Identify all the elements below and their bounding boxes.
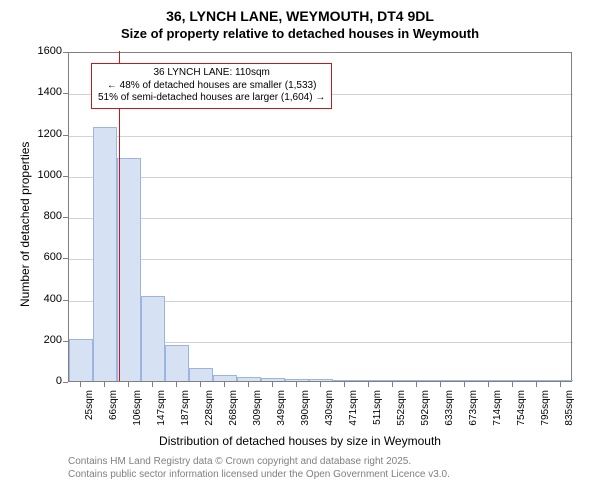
ytick (63, 52, 68, 53)
xtick-label: 795sqm (540, 390, 551, 430)
xtick (152, 382, 153, 387)
histogram-bar (141, 296, 165, 381)
histogram-bar (261, 378, 285, 381)
xtick-label: 349sqm (276, 390, 287, 430)
histogram-bar (285, 379, 309, 381)
xtick (80, 382, 81, 387)
histogram-bar (357, 380, 381, 381)
xtick (536, 382, 537, 387)
y-axis-label: Number of detached properties (18, 142, 32, 307)
ytick-label: 600 (24, 251, 62, 263)
ytick (63, 217, 68, 218)
xtick (176, 382, 177, 387)
footer-line1: Contains HM Land Registry data © Crown c… (68, 456, 450, 469)
ytick-label: 800 (24, 210, 62, 222)
histogram-bar (309, 379, 333, 381)
plot-area: 36 LYNCH LANE: 110sqm← 48% of detached h… (68, 52, 572, 382)
footer-line2: Contains public sector information licen… (68, 469, 450, 482)
ytick-label: 0 (24, 375, 62, 387)
ytick (63, 93, 68, 94)
histogram-bar (69, 339, 93, 381)
xtick (512, 382, 513, 387)
histogram-bar (381, 380, 405, 381)
histogram-bar (525, 380, 549, 381)
xtick-label: 754sqm (516, 390, 527, 430)
xtick (320, 382, 321, 387)
xtick-label: 187sqm (180, 390, 191, 430)
histogram-bar (333, 380, 357, 381)
xtick (104, 382, 105, 387)
xtick (464, 382, 465, 387)
ytick-label: 200 (24, 334, 62, 346)
histogram-bar (549, 380, 573, 381)
xtick (368, 382, 369, 387)
xtick-label: 430sqm (324, 390, 335, 430)
ytick-label: 1400 (24, 86, 62, 98)
xtick (224, 382, 225, 387)
ytick (63, 135, 68, 136)
histogram-bar (237, 377, 261, 381)
histogram-bar (165, 345, 189, 381)
gridline (69, 177, 573, 178)
histogram-bar (501, 380, 525, 381)
annotation-line: 36 LYNCH LANE: 110sqm (98, 67, 325, 80)
gridline (69, 136, 573, 137)
gridline (69, 259, 573, 260)
xtick-label: 66sqm (108, 390, 119, 430)
xtick-label: 268sqm (228, 390, 239, 430)
xtick (416, 382, 417, 387)
histogram-bar (117, 158, 141, 381)
xtick (488, 382, 489, 387)
annotation-line: ← 48% of detached houses are smaller (1,… (98, 80, 325, 93)
xtick-label: 714sqm (492, 390, 503, 430)
histogram-bar (453, 380, 477, 381)
histogram-bar (213, 375, 237, 381)
ytick-label: 1600 (24, 45, 62, 57)
xtick-label: 552sqm (396, 390, 407, 430)
ytick (63, 258, 68, 259)
footer-attribution: Contains HM Land Registry data © Crown c… (68, 456, 450, 481)
xtick-label: 511sqm (372, 390, 383, 430)
ytick (63, 382, 68, 383)
histogram-bar (93, 127, 117, 381)
xtick-label: 106sqm (132, 390, 143, 430)
xtick (128, 382, 129, 387)
ytick-label: 400 (24, 293, 62, 305)
gridline (69, 218, 573, 219)
ytick (63, 341, 68, 342)
title-block: 36, LYNCH LANE, WEYMOUTH, DT4 9DL Size o… (0, 0, 600, 41)
ytick (63, 300, 68, 301)
annotation-line: 51% of semi-detached houses are larger (… (98, 92, 325, 105)
xtick (344, 382, 345, 387)
xtick (248, 382, 249, 387)
histogram-bar (189, 368, 213, 381)
xtick (560, 382, 561, 387)
xtick (392, 382, 393, 387)
xtick (200, 382, 201, 387)
xtick-label: 835sqm (564, 390, 575, 430)
xtick-label: 390sqm (300, 390, 311, 430)
histogram-bar (405, 380, 429, 381)
xtick (440, 382, 441, 387)
xtick-label: 147sqm (156, 390, 167, 430)
ytick-label: 1000 (24, 169, 62, 181)
xtick-label: 228sqm (204, 390, 215, 430)
histogram-bar (477, 380, 501, 381)
xtick-label: 309sqm (252, 390, 263, 430)
x-axis-label: Distribution of detached houses by size … (0, 434, 600, 448)
ytick (63, 176, 68, 177)
xtick (272, 382, 273, 387)
histogram-bar (429, 380, 453, 381)
annotation-box: 36 LYNCH LANE: 110sqm← 48% of detached h… (91, 63, 332, 109)
xtick (296, 382, 297, 387)
ytick-label: 1200 (24, 128, 62, 140)
xtick-label: 471sqm (348, 390, 359, 430)
title-sub: Size of property relative to detached ho… (0, 26, 600, 41)
chart-container: 36, LYNCH LANE, WEYMOUTH, DT4 9DL Size o… (0, 0, 600, 500)
xtick-label: 25sqm (84, 390, 95, 430)
xtick-label: 633sqm (444, 390, 455, 430)
xtick-label: 673sqm (468, 390, 479, 430)
xtick-label: 592sqm (420, 390, 431, 430)
title-main: 36, LYNCH LANE, WEYMOUTH, DT4 9DL (0, 8, 600, 24)
